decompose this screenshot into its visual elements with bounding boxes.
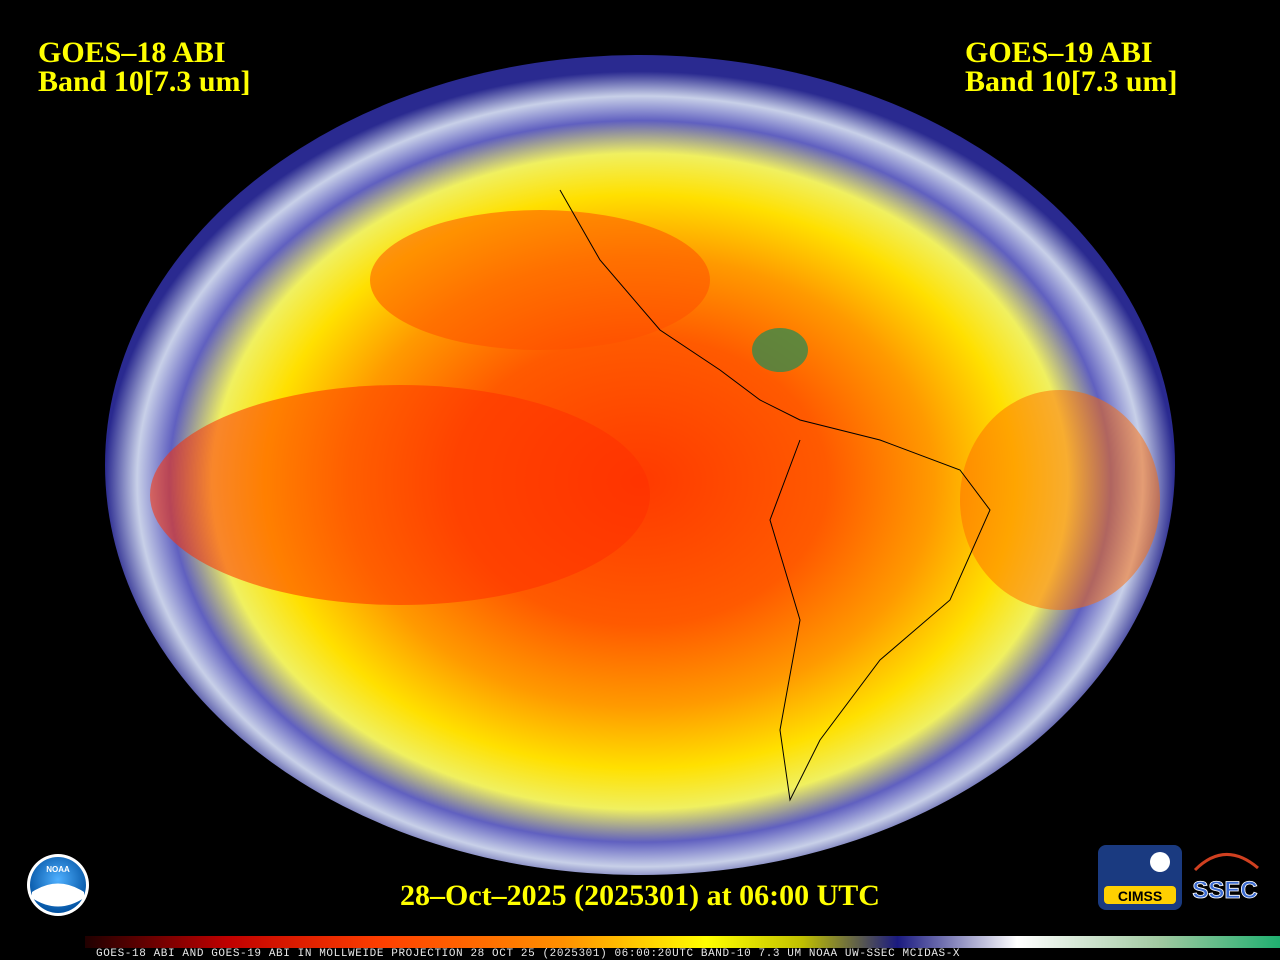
- left-satellite: GOES–18 ABI: [38, 36, 226, 69]
- cimss-logo: CIMSS: [1098, 845, 1182, 910]
- cimss-band: [1104, 886, 1176, 904]
- moist-region: [960, 390, 1160, 610]
- color-bar: [85, 936, 1280, 948]
- noaa-text: NOAA: [46, 865, 70, 874]
- ssec-text: SSEC: [1192, 877, 1257, 904]
- right-satellite: GOES–19 ABI: [965, 36, 1153, 69]
- cimss-globe: [1150, 852, 1170, 872]
- left-band: Band 10[7.3 um]: [38, 65, 251, 98]
- footer-strip: GOES-18 ABI AND GOES-19 ABI IN MOLLWEIDE…: [96, 948, 960, 960]
- ssec-arc: [1193, 853, 1259, 872]
- coastline: [559, 189, 991, 802]
- cimss-text: CIMSS: [1118, 888, 1162, 904]
- noaa-logo: NOAA: [27, 854, 89, 916]
- moist-region: [370, 210, 710, 350]
- ssec-logo: SSEC: [1192, 853, 1259, 904]
- right-band: Band 10[7.3 um]: [965, 65, 1178, 98]
- storm: [752, 328, 808, 372]
- timestamp: 28–Oct–2025 (2025301) at 06:00 UTC: [400, 879, 880, 912]
- moist-region: [150, 385, 650, 605]
- noaa-wave: [32, 883, 84, 907]
